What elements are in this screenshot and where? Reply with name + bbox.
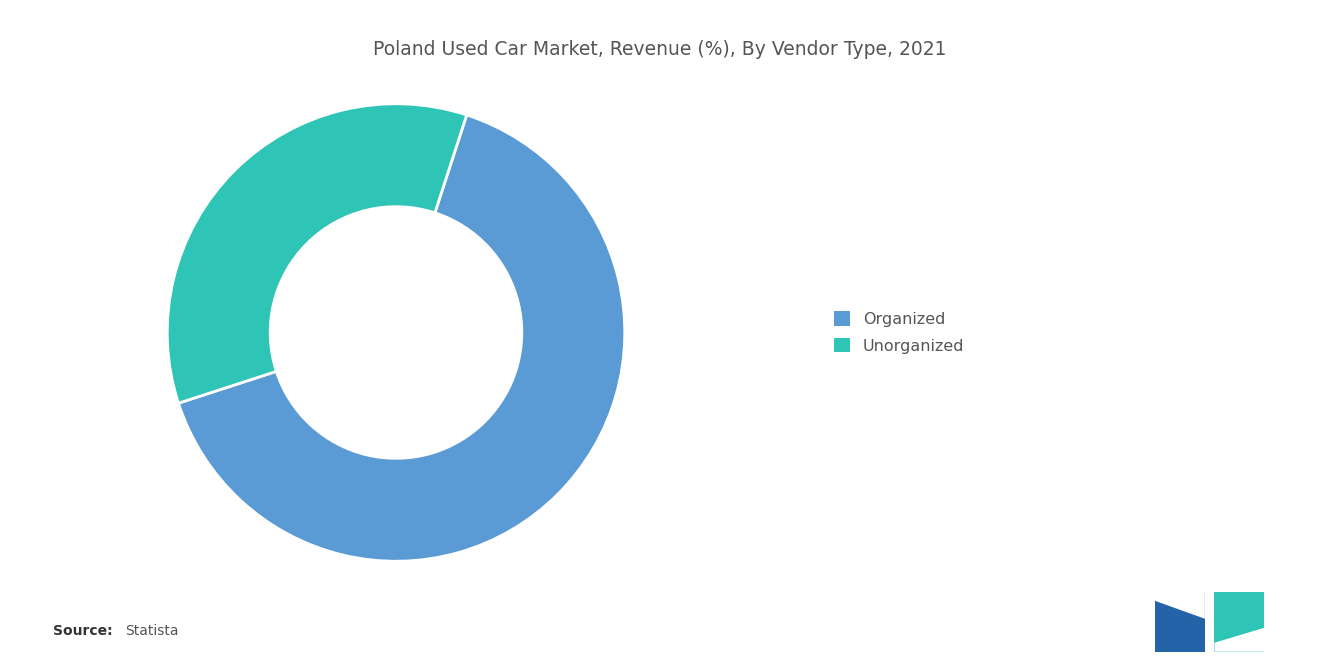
Text: Statista: Statista xyxy=(125,624,180,638)
Polygon shape xyxy=(1214,592,1265,652)
Wedge shape xyxy=(178,115,624,561)
Text: Source:: Source: xyxy=(53,624,112,638)
Legend: Organized, Unorganized: Organized, Unorganized xyxy=(826,303,973,362)
Polygon shape xyxy=(1155,592,1205,618)
Polygon shape xyxy=(1214,628,1265,652)
Wedge shape xyxy=(168,104,467,403)
Text: Poland Used Car Market, Revenue (%), By Vendor Type, 2021: Poland Used Car Market, Revenue (%), By … xyxy=(374,40,946,59)
Polygon shape xyxy=(1155,592,1205,652)
